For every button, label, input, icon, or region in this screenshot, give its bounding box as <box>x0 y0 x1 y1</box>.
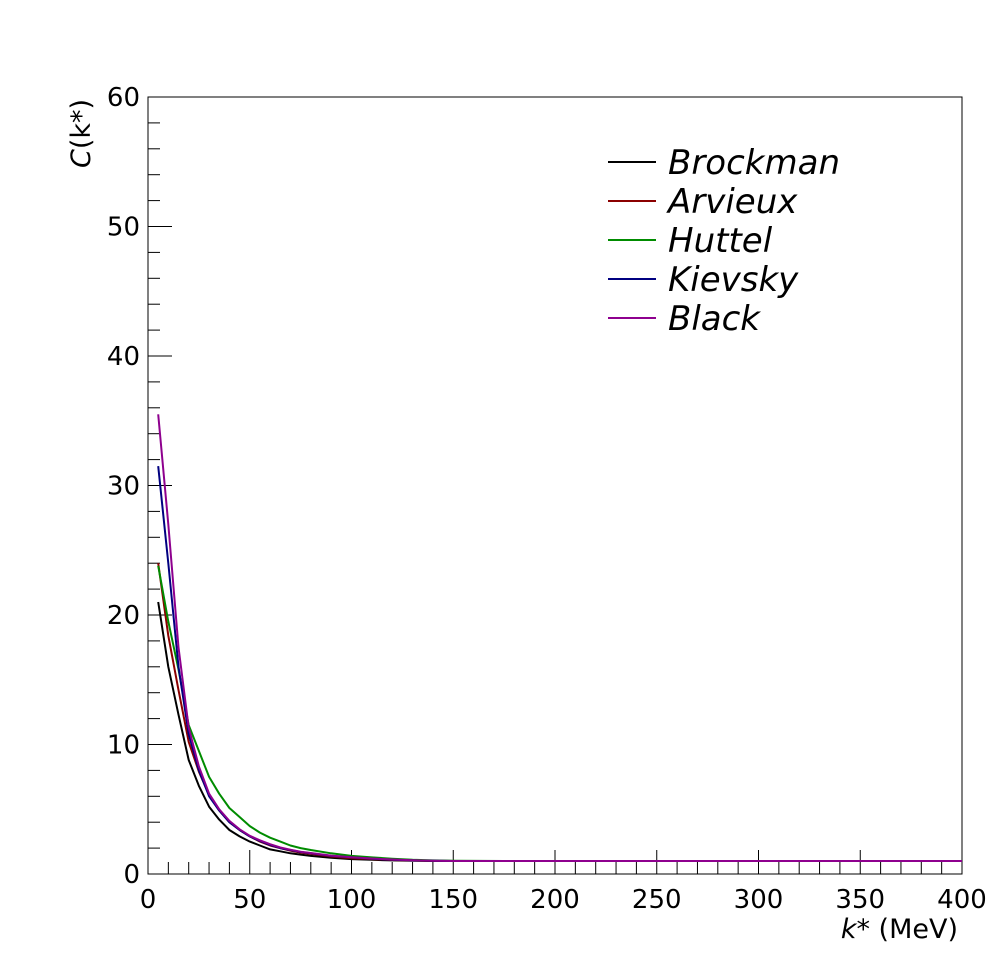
legend-label-arvieux: Arvieux <box>666 182 798 222</box>
plot-frame <box>147 96 963 875</box>
axis-tick-labels: 0 50 100 150 200 250 300 350 400 0 10 20 30 40 50 60 <box>107 83 987 915</box>
x-tick-label: 350 <box>835 885 885 915</box>
series-line-arvieux <box>157 563 962 862</box>
x-tick-label: 250 <box>632 885 682 915</box>
y-tick-label: 20 <box>107 601 140 631</box>
x-tick-label: 400 <box>937 885 987 915</box>
series-line-black <box>157 414 962 862</box>
legend-label-huttel: Huttel <box>668 221 773 261</box>
legend-label-kievsky: Kievsky <box>668 260 799 300</box>
x-tick-label: 300 <box>734 885 784 915</box>
y-axis-title: C(k*) <box>66 99 97 168</box>
y-tick-label: 50 <box>107 213 140 243</box>
series-line-brockman <box>157 601 962 862</box>
x-tick-label: 50 <box>233 885 266 915</box>
legend-label-black: Black <box>668 299 761 339</box>
series-line-kievsky <box>157 465 962 862</box>
y-tick-label: 40 <box>107 342 140 372</box>
x-tick-label: 150 <box>428 885 478 915</box>
y-tick-label: 0 <box>123 860 140 890</box>
x-tick-label: 200 <box>530 885 580 915</box>
legend-label-brockman: Brockman <box>668 143 840 183</box>
axis-ticks <box>147 96 963 875</box>
x-axis-title: k* (MeV) <box>841 914 958 945</box>
y-tick-label: 30 <box>107 472 140 502</box>
x-tick-label: 0 <box>140 885 157 915</box>
x-tick-label: 100 <box>327 885 377 915</box>
y-tick-label: 10 <box>107 731 140 761</box>
series-lines <box>157 414 962 862</box>
series-line-huttel <box>157 565 962 862</box>
y-tick-label: 60 <box>107 83 140 113</box>
